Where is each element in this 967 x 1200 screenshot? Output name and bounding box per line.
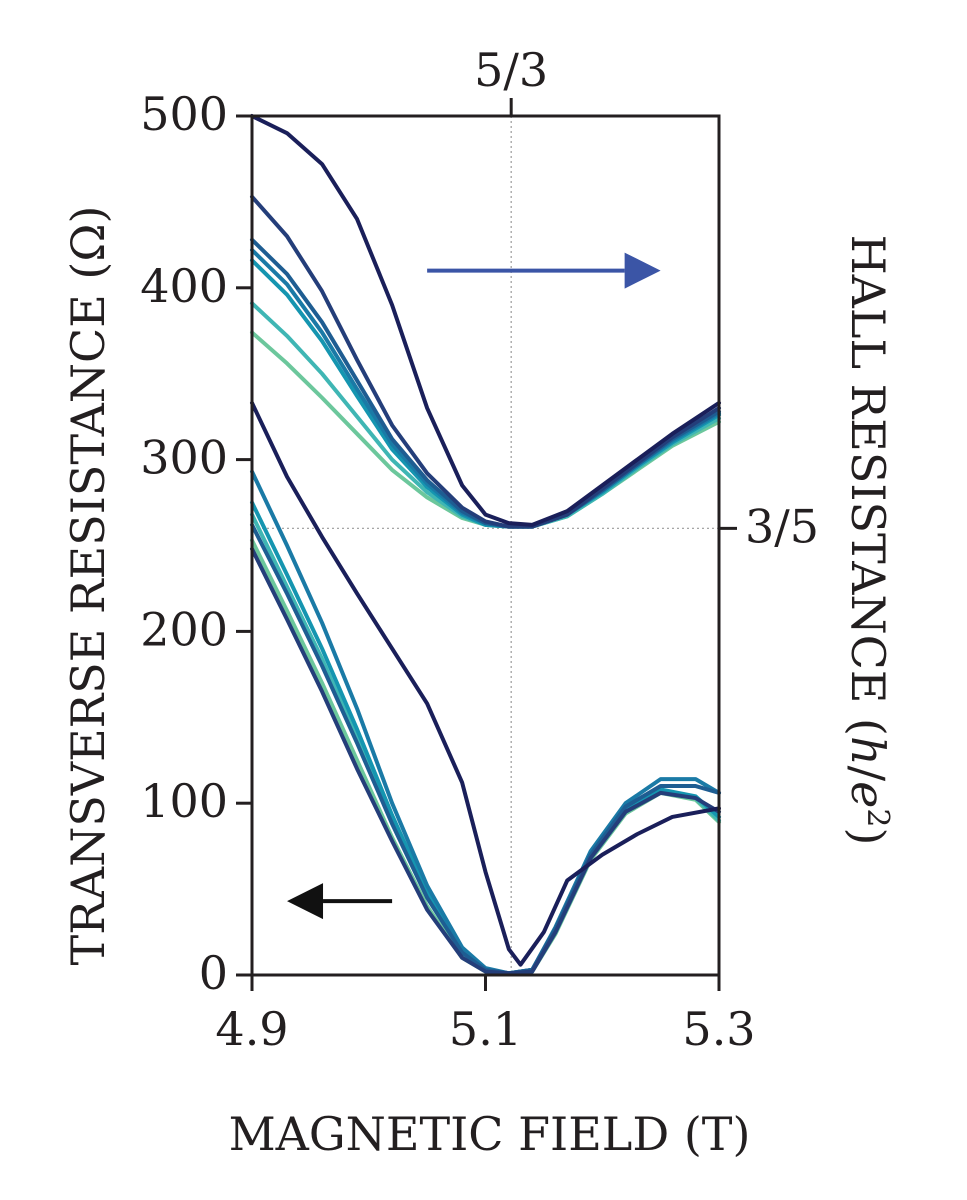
hall-arrow-right-icon	[427, 252, 661, 289]
x-tick-label: 5.1	[449, 1002, 522, 1056]
right-marker-label: 3/5	[745, 499, 819, 553]
y-tick-label: 100	[140, 774, 228, 828]
transverse-series-line-7	[250, 400, 721, 967]
y2-label-part-h: h	[841, 736, 895, 766]
y-tick-label: 400	[140, 259, 228, 313]
transverse-arrow-left-icon	[287, 883, 393, 920]
y-tick-label: 0	[199, 946, 228, 1000]
x-tick-label: 4.9	[215, 1002, 288, 1056]
x-axis-label: MAGNETIC FIELD (T)	[229, 1107, 751, 1161]
plot-frame	[250, 114, 721, 977]
top-marker-label: 5/3	[474, 43, 548, 97]
y2-label-part-exp: 2	[860, 808, 895, 827]
y2-label-part-e: e	[841, 781, 895, 808]
x-tick-label: 5.3	[682, 1002, 755, 1056]
series-layer	[250, 114, 721, 976]
y2-axis-label: HALL RESISTANCE (h/e2)	[841, 235, 895, 846]
y-tick-label: 500	[140, 87, 228, 141]
arrow-head	[287, 883, 324, 920]
y-tick-label: 200	[140, 602, 228, 656]
y-axis-label: TRANSVERSE RESISTANCE (Ω)	[61, 206, 115, 966]
transverse-series-line-6	[250, 546, 721, 976]
hall-series-line-1	[250, 330, 721, 529]
hall-series-line-3	[250, 258, 721, 529]
hall-series-line-2	[250, 301, 721, 529]
y2-label-part-slash: /	[841, 766, 895, 782]
y-tick-label: 300	[140, 431, 228, 485]
arrow-head	[624, 252, 661, 289]
hall-series-line-6	[250, 194, 721, 529]
hall-series-line-7	[250, 114, 721, 527]
hall-series-line-5	[250, 237, 721, 529]
ticks-layer: 4.9 5.1 5.3 0 100 200 300 400 500	[140, 87, 755, 1056]
y2-label-part-close: )	[841, 827, 895, 845]
y2-label-part-1: HALL RESISTANCE (	[841, 235, 895, 736]
